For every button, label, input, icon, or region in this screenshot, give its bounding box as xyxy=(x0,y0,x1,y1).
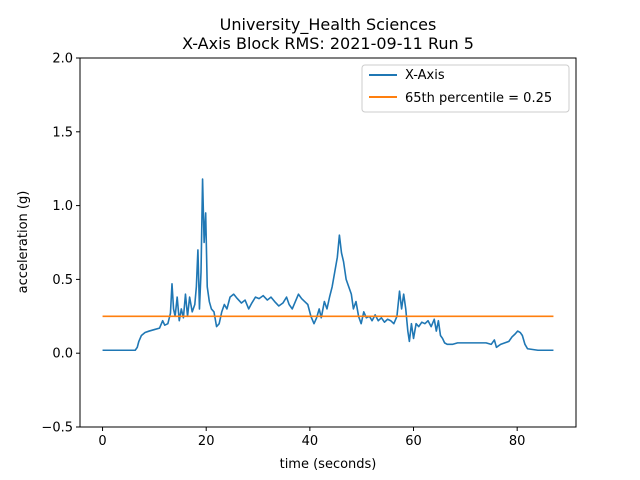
series-line-x-axis xyxy=(102,178,554,352)
legend: X-Axis 65th percentile = 0.25 xyxy=(361,64,570,113)
y-tick-label: 1.5 xyxy=(52,125,73,140)
chart-subtitle: X-Axis Block RMS: 2021-09-11 Run 5 xyxy=(182,34,474,53)
x-tick-label: 60 xyxy=(405,434,422,449)
y-tick-label: 0.5 xyxy=(52,273,73,288)
y-axis-label: acceleration (g) xyxy=(16,191,31,294)
legend-label-percentile: 65th percentile = 0.25 xyxy=(405,91,552,106)
plot-frame xyxy=(79,57,577,428)
y-tick-label: 2.0 xyxy=(52,52,73,67)
axis-ticks: 0 20 40 60 80 −0.5 0.0 0.5 1.0 1.5 2.0 xyxy=(41,52,525,450)
y-tick-label: −0.5 xyxy=(41,421,73,436)
legend-box xyxy=(361,64,570,113)
x-tick-label: 40 xyxy=(302,434,319,449)
y-tick-label: 0.0 xyxy=(52,347,73,362)
plot-area xyxy=(102,178,554,352)
chart-title: University_Health Sciences xyxy=(220,15,437,35)
legend-label-x-axis: X-Axis xyxy=(405,68,445,83)
x-axis-label: time (seconds) xyxy=(280,457,377,472)
x-tick-label: 20 xyxy=(198,434,215,449)
x-tick-label: 0 xyxy=(98,434,106,449)
x-tick-label: 80 xyxy=(509,434,526,449)
y-tick-label: 1.0 xyxy=(52,199,73,214)
